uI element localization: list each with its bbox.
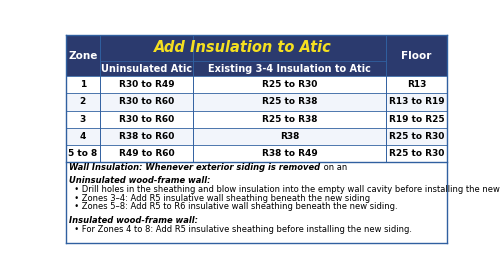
Text: R30 to R60: R30 to R60 bbox=[119, 98, 174, 106]
Text: R38 to R49: R38 to R49 bbox=[262, 149, 318, 158]
Text: • Zones 3–4: Add R5 insulative wall sheathing beneath the new siding: • Zones 3–4: Add R5 insulative wall shea… bbox=[68, 194, 370, 203]
Text: • Zones 5–8: Add R5 to R6 insulative wall sheathing beneath the new siding.: • Zones 5–8: Add R5 to R6 insulative wal… bbox=[68, 202, 398, 211]
Text: R25 to R38: R25 to R38 bbox=[262, 115, 318, 123]
Text: 2: 2 bbox=[80, 98, 86, 106]
Text: R19 to R25: R19 to R25 bbox=[388, 115, 444, 123]
Text: 5 to 8: 5 to 8 bbox=[68, 149, 98, 158]
Text: R25 to R38: R25 to R38 bbox=[262, 98, 318, 106]
Text: R38: R38 bbox=[280, 132, 299, 141]
Text: R13 to R19: R13 to R19 bbox=[388, 98, 444, 106]
Text: 4: 4 bbox=[80, 132, 86, 141]
Text: Insulated wood-frame wall:: Insulated wood-frame wall: bbox=[68, 216, 198, 225]
Text: R30 to R60: R30 to R60 bbox=[119, 115, 174, 123]
Text: Existing 3-4 Insulation to Atic: Existing 3-4 Insulation to Atic bbox=[208, 64, 371, 73]
Text: R25 to R30: R25 to R30 bbox=[388, 132, 444, 141]
Bar bbox=[66, 162, 447, 243]
Text: Zone: Zone bbox=[68, 51, 98, 60]
Text: R38 to R60: R38 to R60 bbox=[119, 132, 174, 141]
Text: Uninsulated Atic: Uninsulated Atic bbox=[101, 64, 192, 73]
Text: Floor: Floor bbox=[401, 51, 432, 60]
Text: • Drill holes in the sheathing and blow insulation into the empty wall cavity be: • Drill holes in the sheathing and blow … bbox=[68, 185, 500, 194]
Text: Wall Insulation: Whenever exterior siding is removed: Wall Insulation: Whenever exterior sidin… bbox=[68, 163, 320, 172]
Bar bbox=[66, 128, 447, 145]
Text: Add Insulation to Atic: Add Insulation to Atic bbox=[154, 40, 332, 55]
Text: 3: 3 bbox=[80, 115, 86, 123]
Text: R30 to R49: R30 to R49 bbox=[119, 80, 174, 89]
Text: R13: R13 bbox=[406, 80, 426, 89]
Bar bbox=[66, 76, 447, 94]
Text: R25 to R30: R25 to R30 bbox=[262, 80, 318, 89]
Text: 1: 1 bbox=[80, 80, 86, 89]
Text: • For Zones 4 to 8: Add R5 insulative sheathing before installing the new siding: • For Zones 4 to 8: Add R5 insulative sh… bbox=[68, 225, 412, 233]
Text: R25 to R30: R25 to R30 bbox=[388, 149, 444, 158]
Bar bbox=[66, 145, 447, 162]
Text: Uninsulated wood-frame wall:: Uninsulated wood-frame wall: bbox=[68, 176, 210, 185]
Bar bbox=[66, 35, 447, 61]
Bar bbox=[66, 61, 447, 76]
Bar bbox=[66, 94, 447, 111]
Bar bbox=[66, 111, 447, 128]
Text: on an: on an bbox=[321, 163, 347, 172]
Text: R49 to R60: R49 to R60 bbox=[119, 149, 174, 158]
